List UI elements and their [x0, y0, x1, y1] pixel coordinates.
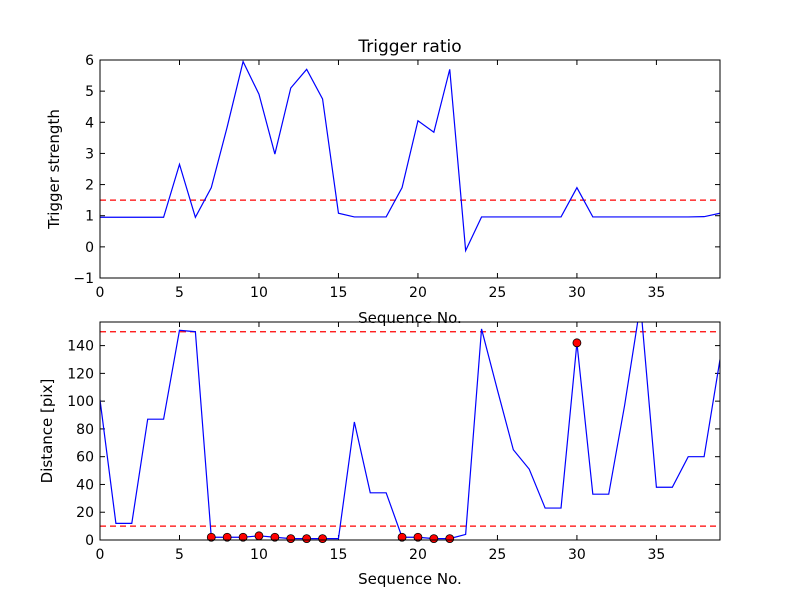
top-x-tick-label: 0 — [96, 285, 105, 301]
bottom-marker-point — [302, 534, 312, 544]
bottom-marker-point — [397, 532, 407, 542]
bottom-marker-point — [206, 532, 216, 542]
top-x-tick-label: 20 — [409, 285, 427, 301]
trigger-strength-line — [100, 60, 720, 253]
chart-title: Trigger ratio — [357, 37, 461, 57]
bottom-ticks: 0 5 10 15 20 25 30 35 0 20 40 60 80 100 120 140 — [67, 322, 720, 563]
bottom-y-tick-label: 20 — [76, 505, 94, 521]
bottom-y-tick-label: 140 — [67, 339, 94, 355]
bottom-x-tick-label: 30 — [568, 547, 586, 563]
bottom-marker-point — [413, 532, 423, 542]
top-plot-frame — [99, 59, 721, 279]
top-x-tick-label: 35 — [647, 285, 665, 301]
top-x-tick-label: 10 — [250, 285, 268, 301]
top-y-tick-label: 4 — [85, 115, 94, 131]
top-y-axis-label: Trigger strength — [45, 109, 63, 230]
top-x-tick-label: 5 — [175, 285, 184, 301]
bottom-y-tick-label: 40 — [76, 477, 94, 493]
top-x-tick-label: 30 — [568, 285, 586, 301]
bottom-marker-point — [222, 532, 232, 542]
bottom-x-tick-label: 0 — [96, 547, 105, 563]
bottom-y-axis-label: Distance [pix] — [38, 379, 56, 484]
bottom-marker-point — [429, 534, 439, 544]
bottom-x-tick-label: 10 — [250, 547, 268, 563]
top-y-tick-label: 1 — [85, 209, 94, 225]
distance-markers — [206, 338, 582, 544]
top-x-tick-label: 15 — [330, 285, 348, 301]
bottom-y-tick-label: 100 — [67, 394, 94, 410]
top-y-tick-label: 5 — [85, 84, 94, 100]
bottom-marker-point — [238, 532, 248, 542]
bottom-plot-frame — [99, 321, 721, 541]
bottom-x-tick-label: 20 — [409, 547, 427, 563]
bottom-marker-point — [572, 338, 582, 348]
bottom-marker-point — [445, 534, 455, 544]
bottom-y-tick-label: 80 — [76, 422, 94, 438]
distance-plot: 0 5 10 15 20 25 30 35 0 20 40 60 80 100 120 140 Sequenc… — [38, 321, 721, 588]
bottom-marker-point — [270, 532, 280, 542]
bottom-x-tick-label: 15 — [330, 547, 348, 563]
bottom-y-tick-label: 60 — [76, 450, 94, 466]
bottom-marker-point — [286, 534, 296, 544]
top-x-axis-label: Sequence No. — [358, 309, 462, 327]
bottom-x-axis-label: Sequence No. — [358, 570, 462, 588]
top-y-tick-label: 6 — [85, 53, 94, 69]
top-y-tick-label: 3 — [85, 146, 94, 162]
bottom-y-tick-label: 120 — [67, 366, 94, 382]
bottom-marker-point — [254, 531, 264, 541]
top-y-tick-label: −1 — [73, 271, 94, 287]
top-x-tick-label: 25 — [489, 285, 507, 301]
distance-line — [100, 322, 720, 540]
bottom-y-tick-label: 0 — [85, 533, 94, 549]
bottom-x-tick-label: 35 — [647, 547, 665, 563]
top-y-tick-label: 2 — [85, 178, 94, 194]
bottom-x-tick-label: 5 — [175, 547, 184, 563]
top-y-tick-label: 0 — [85, 240, 94, 256]
bottom-threshold-lines — [100, 331, 720, 527]
bottom-x-tick-label: 25 — [489, 547, 507, 563]
bottom-marker-point — [318, 534, 327, 544]
